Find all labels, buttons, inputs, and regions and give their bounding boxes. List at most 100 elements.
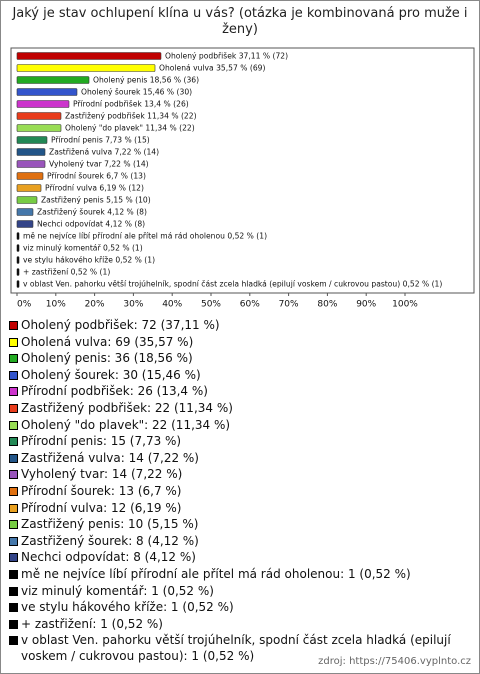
- bar-label: mě ne nejvíce líbí přírodní ale přítel m…: [23, 232, 267, 241]
- bar-label: Zastřižený podbřišek 11,34 % (22): [65, 112, 197, 121]
- bar: [16, 232, 20, 240]
- legend-label: ve stylu hákového kříže: 1 (0,52 %): [21, 600, 234, 615]
- legend-swatch: [9, 536, 18, 546]
- legend-item: v oblast Ven. pahorku větší trojúhelník,…: [9, 632, 473, 664]
- legend-item: Oholený šourek: 30 (15,46 %): [9, 367, 473, 383]
- legend-item: Zastřižený podbřišek: 22 (11,34 %): [9, 400, 473, 416]
- chart: 0% 10% 20% 30% 40% 50% 60% 70% 80% 90% 100% Oholený…: [10, 47, 475, 310]
- bar-label: Oholený "do plavek" 11,34 % (22): [65, 124, 195, 133]
- legend-label: + zastřižení: 1 (0,52 %): [21, 616, 163, 631]
- legend-item: mě ne nejvíce líbí přírodní ale přítel m…: [9, 566, 473, 582]
- bar: [16, 172, 44, 180]
- bar: [16, 88, 78, 96]
- bar: [16, 256, 20, 264]
- bar: [16, 160, 46, 168]
- legend-swatch: [9, 486, 18, 496]
- bar-label: Přírodní podbřišek 13,4 % (26): [73, 100, 189, 109]
- bar-label: Oholený podbřišek 37,11 % (72): [165, 52, 288, 61]
- bar-label: Přírodní penis 7,73 % (15): [51, 136, 150, 145]
- x-tick-label: 20%: [85, 300, 105, 310]
- bar: [16, 148, 46, 156]
- legend-swatch: [9, 337, 18, 347]
- legend-label: mě ne nejvíce líbí přírodní ale přítel m…: [21, 566, 411, 581]
- legend-swatch: [9, 586, 18, 596]
- legend-item: Zastřižený penis: 10 (5,15 %): [9, 516, 473, 532]
- bar-label: viz minulý komentář 0,52 % (1): [23, 244, 143, 253]
- x-tick-label: 50%: [201, 300, 221, 310]
- legend-item: viz minulý komentář: 1 (0,52 %): [9, 583, 473, 599]
- plot-frame: [10, 47, 475, 294]
- bar-label: Oholený šourek 15,46 % (30): [81, 88, 192, 97]
- legend-item: Oholená vulva: 69 (35,57 %): [9, 334, 473, 350]
- legend-item: Zastřižená vulva: 14 (7,22 %): [9, 450, 473, 466]
- chart-title: Jaký je stav ochlupení klína u vás? (otá…: [12, 6, 468, 37]
- legend-label: Přírodní penis: 15 (7,73 %): [21, 434, 182, 449]
- legend-label: Zastřižený podbřišek: 22 (11,34 %): [21, 400, 233, 415]
- bar: [16, 100, 70, 108]
- bar-label: + zastřižení 0,52 % (1): [23, 268, 110, 277]
- legend-swatch: [9, 403, 18, 413]
- x-tick-label: 60%: [240, 300, 260, 310]
- legend-label: Zastřižený penis: 10 (5,15 %): [21, 517, 199, 532]
- x-tick-label: 100%: [392, 300, 418, 310]
- legend-item: Oholený penis: 36 (18,56 %): [9, 350, 473, 366]
- legend-swatch: [9, 437, 18, 447]
- legend-swatch: [9, 636, 18, 646]
- legend-label: Oholená vulva: 69 (35,57 %): [21, 334, 194, 349]
- legend-swatch: [9, 603, 18, 613]
- bar: [16, 136, 48, 144]
- legend: Oholený podbřišek: 72 (37,11 %) Oholená v…: [9, 317, 473, 665]
- bar: [16, 76, 90, 84]
- bar: [16, 196, 38, 204]
- bar: [16, 268, 20, 276]
- bar-label: ve stylu hákového kříže 0,52 % (1): [23, 256, 155, 265]
- bar-label: Zastřižený šourek 4,12 % (8): [37, 208, 147, 217]
- legend-swatch: [9, 503, 18, 513]
- legend-label: Přírodní vulva: 12 (6,19 %): [21, 500, 182, 515]
- legend-item: ve stylu hákového kříže: 1 (0,52 %): [9, 599, 473, 615]
- legend-swatch: [9, 354, 18, 364]
- legend-swatch: [9, 387, 18, 397]
- legend-swatch: [9, 553, 18, 563]
- x-tick-label: 80%: [317, 300, 337, 310]
- legend-swatch: [9, 370, 18, 380]
- legend-swatch: [9, 569, 18, 579]
- bar-label: v oblast Ven. pahorku větší trojúhelník,…: [23, 280, 442, 289]
- bar: [16, 208, 34, 216]
- legend-swatch: [9, 420, 18, 430]
- legend-item: Přírodní šourek: 13 (6,7 %): [9, 483, 473, 499]
- x-tick-label: 0%: [17, 300, 32, 310]
- bar: [16, 184, 42, 192]
- legend-label: Přírodní šourek: 13 (6,7 %): [21, 483, 182, 498]
- x-tick-label: 90%: [356, 300, 376, 310]
- x-tick-label: 40%: [162, 300, 182, 310]
- legend-item: Vyholený tvar: 14 (7,22 %): [9, 466, 473, 482]
- legend-item: Přírodní podbřišek: 26 (13,4 %): [9, 383, 473, 399]
- bar-label: Zastřižený penis 5,15 % (10): [41, 196, 151, 205]
- x-tick-label: 30%: [123, 300, 143, 310]
- bar: [16, 112, 62, 120]
- source: zdroj: https://75406.vyplnto.cz: [318, 656, 471, 667]
- legend-label: Zastřižený šourek: 8 (4,12 %): [21, 533, 199, 548]
- bar: [16, 280, 20, 288]
- bar-label: Nechci odpovídat 4,12 % (8): [37, 220, 145, 229]
- legend-item: Přírodní penis: 15 (7,73 %): [9, 433, 473, 449]
- legend-label: Oholený podbřišek: 72 (37,11 %): [21, 318, 220, 332]
- legend-item: Přírodní vulva: 12 (6,19 %): [9, 500, 473, 516]
- x-tick-label: 70%: [279, 300, 299, 310]
- legend-label: Oholený "do plavek": 22 (11,34 %): [21, 417, 231, 432]
- legend-label: Přírodní podbřišek: 26 (13,4 %): [21, 384, 208, 399]
- bar: [16, 124, 62, 132]
- legend-swatch: [9, 453, 18, 463]
- legend-label: Zastřižená vulva: 14 (7,22 %): [21, 450, 199, 465]
- bar: [16, 52, 162, 60]
- bar-label: Přírodní vulva 6,19 % (12): [45, 184, 144, 193]
- legend-item: Nechci odpovídat: 8 (4,12 %): [9, 549, 473, 565]
- legend-label: Oholený šourek: 30 (15,46 %): [21, 367, 201, 382]
- bar: [16, 244, 20, 252]
- legend-swatch: [9, 619, 18, 629]
- bar: [16, 64, 156, 72]
- legend-item: Oholený "do plavek": 22 (11,34 %): [9, 417, 473, 433]
- bar: [16, 220, 34, 228]
